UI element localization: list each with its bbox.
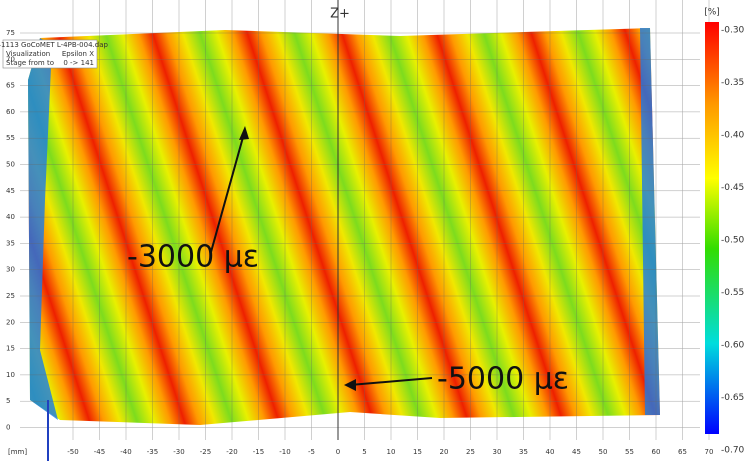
y-tick-label: 20 — [6, 318, 15, 326]
x-tick-label: 60 — [652, 448, 661, 456]
x-tick-label: 70 — [705, 448, 714, 456]
y-tick-label: 0 — [6, 424, 10, 432]
x-tick-label: 15 — [413, 448, 422, 456]
colorbar — [705, 22, 719, 434]
x-tick-label: 65 — [678, 448, 687, 456]
view-title: Z+ — [330, 7, 350, 22]
x-tick-label: -30 — [173, 448, 184, 456]
colorbar-label: -0.55 — [721, 288, 744, 298]
y-tick-label: 50 — [6, 161, 15, 169]
x-unit: [mm] — [8, 448, 27, 456]
annotation: -5000 με — [437, 362, 569, 397]
y-tick-label: 65 — [6, 82, 15, 90]
x-tick-label: 5 — [362, 448, 366, 456]
x-tick-label: 35 — [519, 448, 528, 456]
x-tick-label: 50 — [599, 448, 608, 456]
colorbar-label: -0.45 — [721, 183, 744, 193]
info-value: Epsilon X — [62, 50, 94, 58]
x-tick-label: -25 — [200, 448, 211, 456]
x-tick-label: -40 — [120, 448, 131, 456]
y-tick-label: 10 — [6, 371, 15, 379]
x-tick-label: 20 — [440, 448, 449, 456]
colorbar-label: -0.50 — [721, 236, 745, 246]
x-tick-label: -15 — [253, 448, 264, 456]
y-tick-label: 60 — [6, 108, 15, 116]
annotation: -3000 με — [127, 240, 259, 275]
colorbar-label: -0.70 — [721, 446, 745, 456]
x-tick-label: -50 — [67, 448, 78, 456]
x-tick-label: 10 — [387, 448, 396, 456]
x-tick-label: 40 — [546, 448, 555, 456]
y-tick-label: 75 — [6, 29, 15, 37]
y-tick-label: 30 — [6, 266, 15, 274]
colorbar-label: -0.35 — [721, 78, 744, 88]
unit-label: [%] — [704, 8, 720, 18]
y-tick-label: 70 — [6, 55, 15, 63]
x-tick-label: -5 — [308, 448, 315, 456]
x-tick-label: 45 — [572, 448, 581, 456]
strain-map: 141113 GoCoMET L-4PB-004.dap Visualizati… — [0, 0, 747, 461]
colorbar-label: -0.65 — [721, 393, 744, 403]
x-tick-label: -45 — [94, 448, 105, 456]
x-tick-label: 25 — [466, 448, 475, 456]
y-tick-label: 45 — [6, 187, 15, 195]
y-tick-label: 5 — [6, 397, 10, 405]
y-tick-label: 40 — [6, 213, 15, 221]
y-tick-label: 55 — [6, 134, 15, 142]
x-tick-label: -20 — [226, 448, 237, 456]
info-value: 0 -> 141 — [63, 59, 94, 67]
y-tick-label: 35 — [6, 239, 15, 247]
colorbar-label: -0.60 — [721, 341, 745, 351]
x-tick-label: 55 — [625, 448, 634, 456]
y-tick-label: 25 — [6, 292, 15, 300]
x-tick-label: -10 — [279, 448, 290, 456]
colorbar-label: -0.30 — [721, 26, 745, 36]
x-tick-label: 30 — [493, 448, 502, 456]
info-box: 141113 GoCoMET L-4PB-004.dap Visualizati… — [0, 40, 108, 68]
x-tick-label: -35 — [147, 448, 158, 456]
x-tick-label: 0 — [336, 448, 340, 456]
colorbar-label: -0.40 — [721, 131, 745, 141]
y-tick-label: 15 — [6, 345, 15, 353]
info-title: 141113 GoCoMET L-4PB-004.dap — [0, 41, 108, 49]
